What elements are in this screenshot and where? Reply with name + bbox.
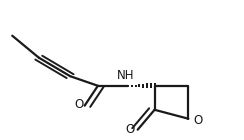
Text: O: O <box>126 122 135 136</box>
Text: O: O <box>193 114 203 127</box>
Text: NH: NH <box>117 69 135 82</box>
Text: O: O <box>74 99 83 111</box>
